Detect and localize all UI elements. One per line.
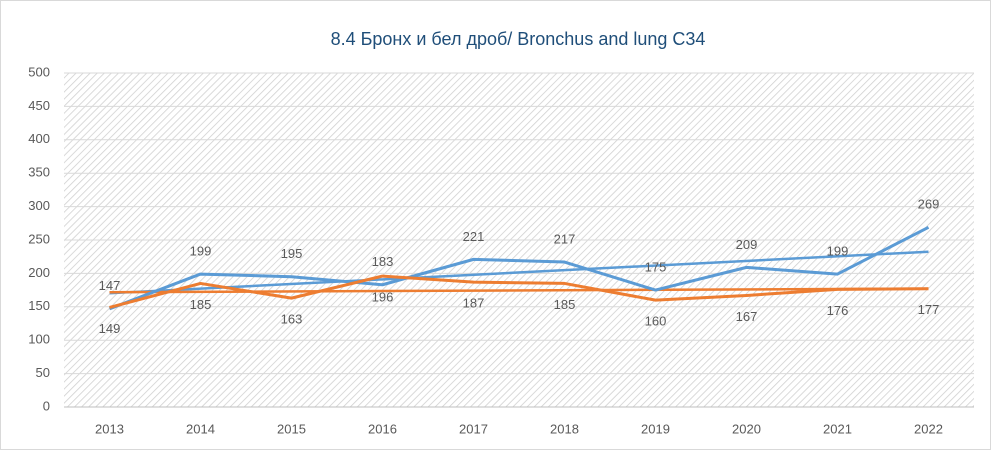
y-tick-label: 450 xyxy=(28,98,50,113)
y-tick-label: 350 xyxy=(28,165,50,180)
x-tick-label: 2017 xyxy=(459,421,488,436)
x-tick-label: 2013 xyxy=(95,421,124,436)
x-tick-label: 2019 xyxy=(641,421,670,436)
data-label: 183 xyxy=(372,254,394,269)
data-label: 199 xyxy=(190,244,212,259)
data-label: 147 xyxy=(99,278,121,293)
trend-line xyxy=(109,250,929,295)
series-line xyxy=(109,274,929,309)
data-label: 195 xyxy=(281,246,303,261)
data-label: 160 xyxy=(645,314,667,329)
y-tick-label: 250 xyxy=(28,231,50,246)
data-label: 177 xyxy=(918,302,940,317)
y-tick-label: 100 xyxy=(28,332,50,347)
x-tick-label: 2015 xyxy=(277,421,306,436)
data-label: 175 xyxy=(645,260,667,275)
chart-title: 8.4 Бронх и бел дроб/ Bronchus and lung … xyxy=(331,29,706,49)
data-label: 196 xyxy=(372,290,394,305)
data-label: 185 xyxy=(190,297,212,312)
series-line xyxy=(108,225,930,311)
data-label: 199 xyxy=(827,244,849,259)
data-label: 217 xyxy=(554,231,576,246)
data-label: 269 xyxy=(918,197,940,212)
data-label: 221 xyxy=(463,229,485,244)
y-tick-label: 50 xyxy=(36,365,50,380)
data-label: 187 xyxy=(463,296,485,311)
data-label: 185 xyxy=(554,297,576,312)
data-label: 167 xyxy=(736,309,758,324)
data-label: 163 xyxy=(281,312,303,327)
x-tick-label: 2016 xyxy=(368,421,397,436)
y-tick-label: 200 xyxy=(28,265,50,280)
data-label: 149 xyxy=(99,321,121,336)
y-tick-label: 0 xyxy=(43,398,50,413)
y-tick-label: 300 xyxy=(28,198,50,213)
x-tick-label: 2021 xyxy=(823,421,852,436)
x-tick-label: 2018 xyxy=(550,421,579,436)
y-tick-label: 400 xyxy=(28,131,50,146)
x-tick-label: 2020 xyxy=(732,421,761,436)
x-tick-label: 2022 xyxy=(914,421,943,436)
y-tick-label: 500 xyxy=(28,64,50,79)
data-label: 176 xyxy=(827,303,849,318)
y-tick-label: 150 xyxy=(28,298,50,313)
x-tick-label: 2014 xyxy=(186,421,215,436)
data-label: 209 xyxy=(736,237,758,252)
